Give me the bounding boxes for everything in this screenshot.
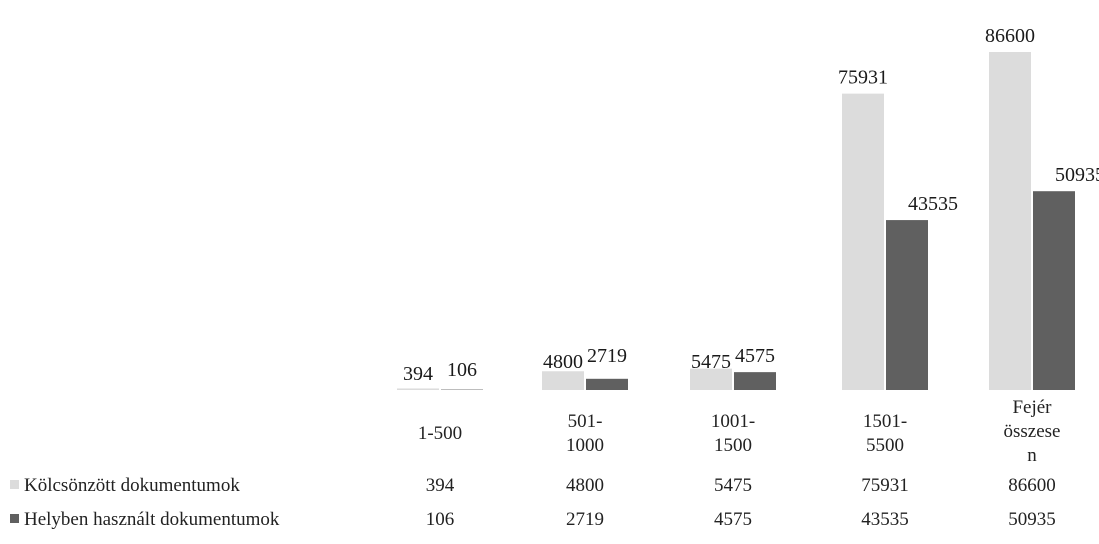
table-cell: 4800 <box>566 475 604 496</box>
value-label-s1-c1: 2719 <box>587 345 627 367</box>
value-label-s1-c3: 43535 <box>908 193 958 215</box>
bar-s1-c4 <box>1033 191 1075 390</box>
category-label: 501- 1000 <box>566 411 604 456</box>
legend-entry: Helyben használt dokumentumok <box>10 508 279 532</box>
bar-s0-c4 <box>989 52 1031 390</box>
table-cell: 2719 <box>566 509 604 530</box>
bar-s0-c3 <box>842 93 884 391</box>
table-cell: 50935 <box>1008 509 1056 530</box>
table-cell: 75931 <box>861 475 909 496</box>
value-label-s1-c4: 50935 <box>1055 164 1099 186</box>
legend-swatch <box>10 514 19 523</box>
table-cell: 106 <box>425 509 455 530</box>
chart-plot: 394 106 4800 2719 5475 4575 75931 43535 86600 509… <box>397 25 1099 391</box>
bar-s0-c0 <box>397 388 439 390</box>
legend-label: Helyben használt dokumentumok <box>24 509 280 530</box>
value-label-s0-c0: 394 <box>403 363 433 385</box>
legend-label: Kölcsönzött dokumentumok <box>24 475 240 496</box>
table-cell: 43535 <box>861 509 909 530</box>
table-cell: 86600 <box>1008 475 1056 496</box>
table-cell: 394 <box>425 475 455 496</box>
legend-swatch <box>10 480 19 489</box>
bar-s0-c2 <box>690 368 732 390</box>
legend-entry: Kölcsönzött dokumentumok <box>10 474 240 498</box>
value-label-s1-c2: 4575 <box>735 345 775 367</box>
category-label: 1001- 1500 <box>710 411 756 456</box>
category-label: 1501- 5500 <box>862 411 908 456</box>
value-label-s0-c4: 86600 <box>985 25 1035 47</box>
value-label-s0-c2: 5475 <box>691 351 731 373</box>
category-label: 1-500 <box>417 423 463 444</box>
value-label-s0-c1: 4800 <box>543 351 583 373</box>
bar-s0-c1 <box>542 371 584 390</box>
value-label-s1-c0: 106 <box>447 359 477 381</box>
table-cell: 5475 <box>714 475 752 496</box>
bar-s1-c2 <box>734 372 776 390</box>
table-cell: 4575 <box>714 509 752 530</box>
bar-s1-c3 <box>886 220 928 390</box>
value-label-s0-c3: 75931 <box>838 67 888 89</box>
bar-s1-c1 <box>586 378 628 390</box>
category-label: Fejér összese n <box>1003 397 1061 466</box>
